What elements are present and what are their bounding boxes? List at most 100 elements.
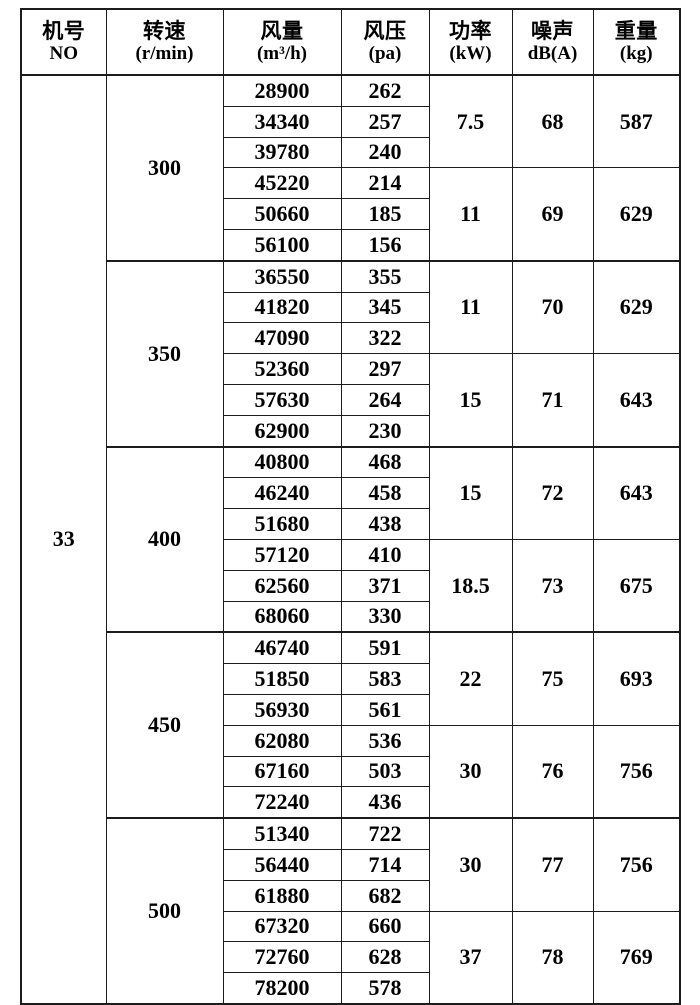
pressure-cell: 583 xyxy=(340,663,430,695)
pressure-cell: 722 xyxy=(340,817,430,850)
column-header-no-unit: NO xyxy=(49,43,79,65)
pressure-cell: 262 xyxy=(340,73,430,107)
table-row: 50660 185 xyxy=(21,198,680,230)
pressure-cell: 330 xyxy=(340,600,430,633)
airflow-cell: 62560 xyxy=(222,569,342,602)
column-header-press: 风压 (pa) xyxy=(340,8,430,76)
column-header-no-title: 机号 xyxy=(42,18,86,43)
column-header-noise: 噪声 dB(A) xyxy=(511,8,594,76)
table-row: 56930 561 xyxy=(21,693,680,726)
pressure-cell: 578 xyxy=(340,972,430,1005)
airflow-cell: 41820 xyxy=(222,291,342,324)
column-header-weight-title: 重量 xyxy=(614,18,658,43)
weight-cell: 629 xyxy=(592,167,681,262)
airflow-cell: 57630 xyxy=(222,383,342,416)
noise-cell: 73 xyxy=(511,538,594,633)
airflow-cell: 46240 xyxy=(222,477,342,510)
airflow-cell: 51850 xyxy=(222,663,342,695)
power-cell: 11 xyxy=(428,167,513,262)
noise-cell: 72 xyxy=(511,445,594,540)
pressure-cell: 468 xyxy=(340,445,430,479)
pressure-cell: 371 xyxy=(340,569,430,602)
power-cell: 30 xyxy=(428,817,513,912)
weight-cell: 587 xyxy=(592,74,681,169)
pressure-cell: 561 xyxy=(340,693,430,726)
power-cell: 15 xyxy=(428,445,513,540)
airflow-cell: 67160 xyxy=(222,755,342,788)
column-header-flow-title: 风量 xyxy=(260,18,304,43)
fan-specification-table: 机号 NO 转速 (r/min) 风量 (m³/h) 风压 (pa) 功率 (kW) 噪声 dB(A)… xyxy=(20,8,681,1005)
airflow-cell: 56930 xyxy=(222,693,342,726)
power-cell: 18.5 xyxy=(428,538,513,633)
model-number-cell: 33 xyxy=(20,74,107,1005)
table-row: 41820 345 xyxy=(21,291,680,324)
pressure-cell: 591 xyxy=(340,631,430,665)
noise-cell: 71 xyxy=(511,353,594,448)
pressure-cell: 660 xyxy=(340,910,430,943)
weight-cell: 629 xyxy=(592,259,681,355)
airflow-cell: 40800 xyxy=(222,445,342,479)
column-header-noise-unit: dB(A) xyxy=(527,43,578,65)
column-header-weight: 重量 (kg) xyxy=(592,8,681,76)
pressure-cell: 682 xyxy=(340,879,430,912)
pressure-cell: 628 xyxy=(340,941,430,974)
table-row: 34340 257 xyxy=(21,105,680,138)
header-row: 机号 NO 转速 (r/min) 风量 (m³/h) 风压 (pa) 功率 (kW) 噪声 dB(A)… xyxy=(20,8,681,76)
column-header-weight-unit: (kg) xyxy=(619,43,653,65)
table-row: 51680 438 xyxy=(21,508,680,540)
power-cell: 22 xyxy=(428,631,513,726)
pressure-cell: 322 xyxy=(340,322,430,355)
weight-cell: 756 xyxy=(592,724,681,819)
column-header-no: 机号 NO xyxy=(20,8,107,76)
pressure-cell: 438 xyxy=(340,508,430,540)
pressure-cell: 410 xyxy=(340,538,430,571)
pressure-cell: 458 xyxy=(340,477,430,510)
airflow-cell: 62900 xyxy=(222,414,342,448)
speed-cell: 450 xyxy=(105,631,224,819)
airflow-cell: 78200 xyxy=(222,972,342,1005)
airflow-cell: 28900 xyxy=(222,73,342,107)
column-header-flow: 风量 (m³/h) xyxy=(222,8,342,76)
weight-cell: 643 xyxy=(592,445,681,540)
table-row: 61880 682 xyxy=(21,879,680,912)
table-row: 57120 410 18.5 73 675 xyxy=(21,538,681,633)
pressure-cell: 436 xyxy=(340,786,430,819)
column-header-rpm: 转速 (r/min) xyxy=(105,8,224,76)
table-row: 500 51340 722 30 77 756 xyxy=(21,817,681,1005)
weight-cell: 769 xyxy=(592,910,681,1005)
table-row: 72240 436 xyxy=(21,786,680,819)
speed-cell: 500 xyxy=(105,817,224,1005)
pressure-cell: 264 xyxy=(340,383,430,416)
airflow-cell: 62080 xyxy=(222,724,342,757)
column-header-noise-title: 噪声 xyxy=(531,18,574,43)
table-row: 56100 156 xyxy=(21,228,680,262)
airflow-cell: 56100 xyxy=(222,228,342,262)
spec-sheet: 机号 NO 转速 (r/min) 风量 (m³/h) 风压 (pa) 功率 (kW) 噪声 dB(A)… xyxy=(20,8,681,1005)
weight-cell: 693 xyxy=(592,631,681,726)
table-row: 62080 536 30 76 756 xyxy=(21,724,681,819)
airflow-cell: 34340 xyxy=(222,105,342,138)
pressure-cell: 503 xyxy=(340,755,430,788)
pressure-cell: 714 xyxy=(340,848,430,881)
noise-cell: 77 xyxy=(511,817,594,912)
airflow-cell: 56440 xyxy=(222,848,342,881)
noise-cell: 70 xyxy=(511,259,594,355)
airflow-cell: 45220 xyxy=(222,167,342,200)
airflow-cell: 68060 xyxy=(222,600,342,633)
pressure-cell: 156 xyxy=(340,228,430,262)
column-header-press-unit: (pa) xyxy=(368,43,402,65)
table-body: 33 300 28900 262 7.5 68 587 34340 257 39780 240 452… xyxy=(20,73,681,1005)
airflow-cell: 39780 xyxy=(222,136,342,169)
noise-cell: 76 xyxy=(511,724,594,819)
table-row: 62900 230 xyxy=(21,414,680,448)
table-row: 350 36550 355 11 70 629 xyxy=(21,259,681,448)
column-header-press-title: 风压 xyxy=(363,18,407,43)
table-row: 68060 330 xyxy=(21,600,680,633)
noise-cell: 78 xyxy=(511,910,594,1005)
column-header-flow-unit: (m³/h) xyxy=(256,43,308,65)
airflow-cell: 52360 xyxy=(222,353,342,385)
table-row: 62560 371 xyxy=(21,569,680,602)
airflow-cell: 67320 xyxy=(222,910,342,943)
pressure-cell: 297 xyxy=(340,353,430,385)
pressure-cell: 230 xyxy=(340,414,430,448)
